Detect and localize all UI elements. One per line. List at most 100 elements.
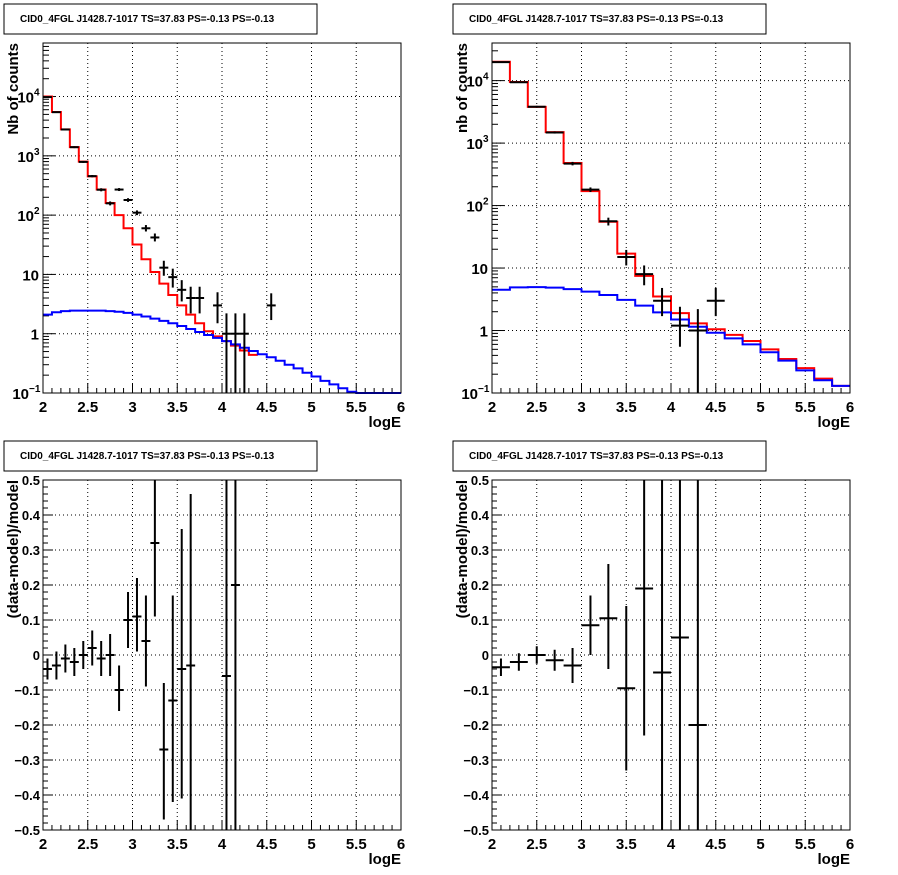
data-point bbox=[599, 217, 618, 226]
plot-area: 2 2.5 3 3.5 4 4.5 5 5.5 6 −0.5 −0.4 −0.3 −0.2 −0.1 0 0.… bbox=[454, 473, 854, 868]
y-tick-exponent: 3 bbox=[483, 134, 489, 145]
x-tick-label: 4 bbox=[667, 399, 676, 416]
y-tick-label: 0.3 bbox=[22, 543, 40, 558]
x-tick-label: 3.5 bbox=[167, 399, 188, 416]
data-point bbox=[87, 630, 97, 666]
data-point bbox=[123, 198, 133, 202]
data-point bbox=[96, 188, 106, 192]
x-axis-title: logE bbox=[369, 851, 402, 868]
data-point bbox=[706, 287, 725, 317]
x-tick-label: 4 bbox=[218, 399, 227, 416]
y-tick-label: −0.2 bbox=[14, 718, 40, 733]
data-point bbox=[545, 649, 564, 671]
y-tick-label: 10 bbox=[461, 386, 478, 403]
data-point bbox=[78, 160, 88, 163]
x-tick-label: 3 bbox=[128, 836, 136, 853]
plot-frame bbox=[42, 479, 402, 831]
title-box bbox=[3, 440, 318, 472]
data-point bbox=[43, 96, 52, 99]
title-box bbox=[3, 3, 318, 35]
x-tick-label: 5 bbox=[756, 836, 764, 853]
y-tick-label: 10 bbox=[22, 267, 39, 284]
data-point bbox=[671, 480, 689, 830]
y-tick-exponent: −1 bbox=[29, 384, 41, 395]
plot-background bbox=[43, 480, 401, 830]
x-tick-label: 2.5 bbox=[526, 399, 547, 416]
panel-residual-left: CID0_4FGL J1428.7-1017 TS=37.83 PS=-0.13… bbox=[3, 440, 405, 868]
x-tick-label: 5.5 bbox=[795, 399, 816, 416]
model-background-line bbox=[43, 309, 401, 394]
plot-background bbox=[492, 480, 850, 830]
y-tick-exponent: 4 bbox=[34, 88, 40, 99]
y-tick-label: −0.4 bbox=[463, 788, 489, 803]
y-tick-label: 0.5 bbox=[22, 473, 40, 488]
y-tick-exponent: 4 bbox=[483, 72, 489, 83]
x-tick-label: 5 bbox=[307, 836, 315, 853]
data-point bbox=[60, 128, 70, 131]
y-tick-label: 1 bbox=[480, 324, 488, 341]
y-axis-title: (data-model)/model bbox=[454, 480, 471, 618]
y-tick-label: −0.5 bbox=[463, 823, 489, 838]
panel-counts-left: CID0_4FGL J1428.7-1017 TS=37.83 PS=-0.13… bbox=[3, 3, 405, 431]
data-point bbox=[141, 595, 151, 687]
x-tick-label: 6 bbox=[397, 836, 405, 853]
x-tick-label: 4 bbox=[218, 836, 227, 853]
data-point bbox=[653, 287, 671, 317]
x-axis-title: logE bbox=[369, 414, 402, 431]
data-point bbox=[527, 105, 546, 108]
x-tick-label: 5 bbox=[307, 399, 315, 416]
data-point bbox=[653, 480, 671, 830]
y-tick-exponent: −1 bbox=[478, 384, 490, 395]
y-tick-exponent: 2 bbox=[34, 206, 40, 217]
x-tick-label: 2.5 bbox=[77, 399, 98, 416]
x-tick-label: 5 bbox=[756, 399, 764, 416]
data-point bbox=[635, 480, 654, 736]
y-tick-label: −0.3 bbox=[14, 753, 40, 768]
data-point bbox=[599, 564, 618, 669]
y-tick-label: −0.5 bbox=[14, 823, 40, 838]
y-tick-label: 0.1 bbox=[471, 613, 489, 628]
data-point bbox=[688, 480, 707, 830]
data-point bbox=[492, 61, 510, 64]
data-point bbox=[114, 665, 124, 711]
panel-counts-right: CID0_4FGL J1428.7-1017 TS=37.83 PS=-0.13… bbox=[452, 3, 854, 431]
x-tick-label: 2.5 bbox=[526, 836, 547, 853]
x-tick-label: 5.5 bbox=[795, 836, 816, 853]
x-tick-label: 5.5 bbox=[346, 399, 367, 416]
y-tick-exponent: 2 bbox=[483, 197, 489, 208]
panel-residual-right: CID0_4FGL J1428.7-1017 TS=37.83 PS=-0.13… bbox=[452, 440, 854, 868]
y-axis-title: (data-model)/model bbox=[5, 480, 22, 618]
data-point bbox=[509, 653, 528, 671]
y-tick-label: 0.2 bbox=[471, 578, 489, 593]
data-point bbox=[177, 280, 187, 302]
x-tick-label: 6 bbox=[846, 836, 854, 853]
panel-title: CID0_4FGL J1428.7-1017 TS=37.83 PS=-0.13… bbox=[20, 14, 275, 25]
data-point bbox=[230, 313, 240, 393]
data-point bbox=[141, 225, 151, 232]
data-point bbox=[96, 641, 106, 676]
data-point bbox=[222, 313, 231, 393]
x-tick-label: 3.5 bbox=[167, 836, 188, 853]
x-tick-label: 5.5 bbox=[346, 836, 367, 853]
panel-title: CID0_4FGL J1428.7-1017 TS=37.83 PS=-0.13… bbox=[469, 14, 724, 25]
data-point bbox=[635, 265, 654, 286]
model-background-line bbox=[492, 286, 850, 387]
title-box bbox=[452, 440, 767, 472]
plot-frame bbox=[42, 42, 402, 394]
x-axis-title: logE bbox=[818, 414, 851, 431]
data-point bbox=[123, 592, 133, 648]
data-point bbox=[105, 634, 115, 676]
data-point bbox=[213, 292, 222, 324]
data-point bbox=[239, 313, 249, 393]
panel-title: CID0_4FGL J1428.7-1017 TS=37.83 PS=-0.13… bbox=[20, 451, 275, 462]
data-point bbox=[177, 529, 187, 799]
data-point bbox=[671, 306, 689, 347]
data-point bbox=[186, 494, 196, 830]
data-point bbox=[545, 131, 564, 134]
y-tick-label: 10 bbox=[17, 90, 34, 107]
y-tick-label: 0 bbox=[33, 648, 40, 663]
x-tick-label: 2 bbox=[39, 836, 47, 853]
data-point bbox=[87, 175, 97, 178]
